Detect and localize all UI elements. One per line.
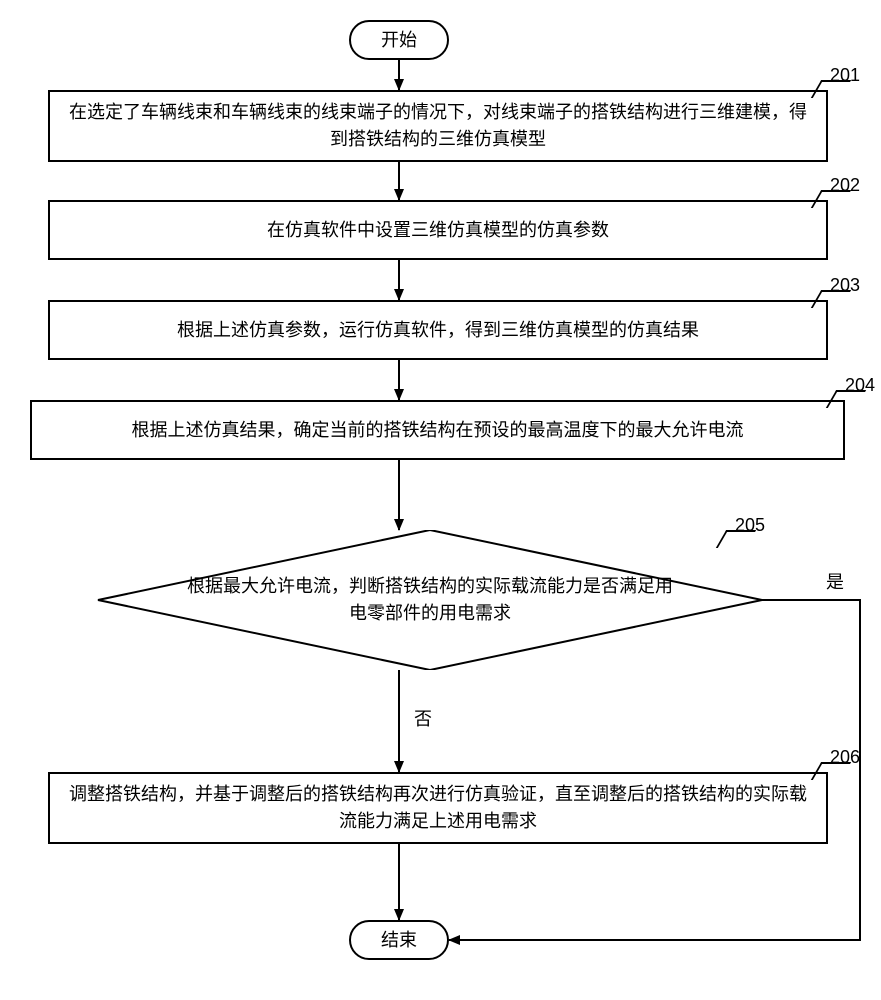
decision-205: 根据最大允许电流，判断搭铁结构的实际载流能力是否满足用电零部件的用电需求 [90, 530, 770, 670]
branch-label-yes: 是 [826, 569, 844, 596]
end-terminator: 结束 [349, 920, 449, 960]
step-label-203: 203 [830, 272, 860, 299]
step-label-201: 201 [830, 62, 860, 89]
process-201-text: 在选定了车辆线束和车辆线束的线束端子的情况下，对线束端子的搭铁结构进行三维建模，… [68, 99, 808, 153]
process-204: 根据上述仿真结果，确定当前的搭铁结构在预设的最高温度下的最大允许电流 [30, 400, 845, 460]
process-206-text: 调整搭铁结构，并基于调整后的搭铁结构再次进行仿真验证，直至调整后的搭铁结构的实际… [68, 781, 808, 835]
process-202: 在仿真软件中设置三维仿真模型的仿真参数 [48, 200, 828, 260]
end-label: 结束 [381, 927, 417, 954]
process-206: 调整搭铁结构，并基于调整后的搭铁结构再次进行仿真验证，直至调整后的搭铁结构的实际… [48, 772, 828, 844]
process-201: 在选定了车辆线束和车辆线束的线束端子的情况下，对线束端子的搭铁结构进行三维建模，… [48, 90, 828, 162]
branch-label-no: 否 [414, 706, 432, 733]
step-label-205: 205 [735, 512, 765, 539]
process-203: 根据上述仿真参数，运行仿真软件，得到三维仿真模型的仿真结果 [48, 300, 828, 360]
process-204-text: 根据上述仿真结果，确定当前的搭铁结构在预设的最高温度下的最大允许电流 [132, 417, 744, 444]
process-203-text: 根据上述仿真参数，运行仿真软件，得到三维仿真模型的仿真结果 [177, 317, 699, 344]
flowchart-canvas: 开始 在选定了车辆线束和车辆线束的线束端子的情况下，对线束端子的搭铁结构进行三维… [0, 0, 881, 1000]
step-label-204: 204 [845, 372, 875, 399]
start-terminator: 开始 [349, 20, 449, 60]
step-label-206: 206 [830, 744, 860, 771]
process-202-text: 在仿真软件中设置三维仿真模型的仿真参数 [267, 217, 609, 244]
start-label: 开始 [381, 27, 417, 54]
step-label-202: 202 [830, 172, 860, 199]
decision-205-text: 根据最大允许电流，判断搭铁结构的实际载流能力是否满足用电零部件的用电需求 [90, 573, 770, 627]
